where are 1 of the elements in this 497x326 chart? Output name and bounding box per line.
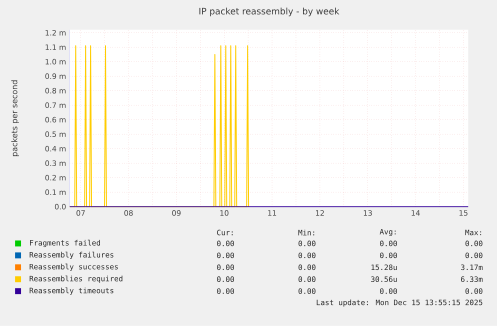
chart-title: IP packet reassembly - by week (199, 8, 340, 16)
